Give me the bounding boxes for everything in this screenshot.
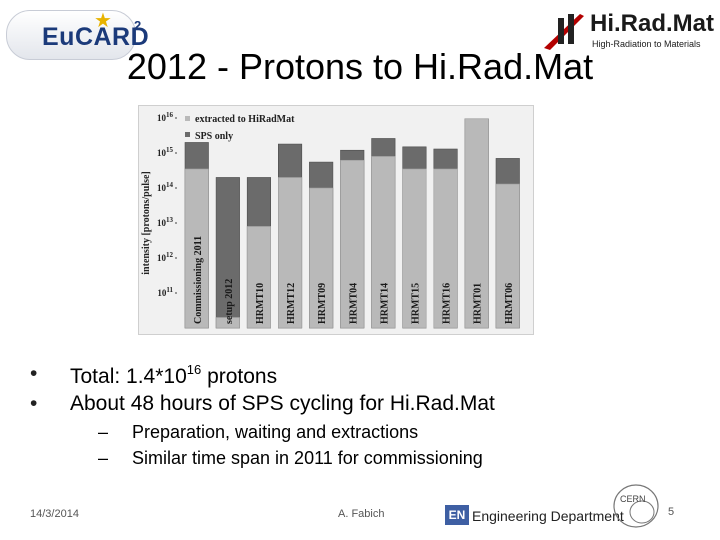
y-tick <box>175 187 177 189</box>
cern-logo: CERN <box>613 484 659 528</box>
y-tick-label: 1012 <box>157 251 174 263</box>
en-badge: EN <box>445 505 469 525</box>
bar-extracted <box>184 168 209 329</box>
y-tick-label: 1015 <box>157 146 174 158</box>
category-label: HRMT01 <box>473 283 484 324</box>
page-number: 5 <box>668 506 675 518</box>
y-tick <box>175 117 177 119</box>
bar-extracted <box>246 226 271 329</box>
category-label: HRMT12 <box>286 283 297 324</box>
bar-extracted <box>495 183 520 329</box>
hiradmat-logo-subtitle: High-Radiation to Materials <box>592 39 701 49</box>
y-axis-label: intensity [protons/pulse] <box>141 171 152 274</box>
hiradmat-logo: Hi.Rad.Mat High-Radiation to Materials <box>540 8 716 56</box>
category-label: HRMT16 <box>442 283 453 324</box>
y-tick-label: 1011 <box>157 286 173 298</box>
eucard-logo-sup: 2 <box>134 18 142 33</box>
y-tick-label: 1014 <box>157 181 174 193</box>
intensity-bar-chart: intensity [protons/pulse] 1011 1012 1013 101… <box>141 111 520 329</box>
bar-extracted <box>433 168 458 329</box>
y-tick-label: 1016 <box>157 111 174 123</box>
y-tick <box>175 152 177 154</box>
total-exponent: 16 <box>186 362 202 377</box>
eucard-logo-badge <box>6 10 136 60</box>
category-label: setup 2012 <box>224 279 235 324</box>
legend-swatch-extracted <box>185 116 190 121</box>
bar-extracted <box>278 177 303 329</box>
bar-extracted <box>371 156 396 329</box>
eucard-logo-text: EuCARD <box>42 23 150 51</box>
category-label: HRMT14 <box>379 283 390 324</box>
cern-logo-text: CERN <box>620 494 646 504</box>
y-tick <box>175 292 177 294</box>
sub-bullet-text: Preparation, waiting and extractions <box>132 422 419 442</box>
hours-text: About 48 hours of SPS cycling for Hi.Rad… <box>70 392 495 415</box>
total-prefix: Total: 1.4*10 <box>70 365 187 388</box>
category-label: Commissioning 2011 <box>193 236 204 324</box>
footer-date: 14/3/2014 <box>30 508 79 520</box>
legend-label-extracted: extracted to HiRadMat <box>195 114 295 125</box>
y-tick-label: 1013 <box>157 216 174 228</box>
bar-extracted <box>215 317 240 329</box>
hiradmat-logo-title: Hi.Rad.Mat <box>590 10 715 37</box>
y-tick <box>175 222 177 224</box>
bar-extracted <box>464 118 489 329</box>
legend-swatch-sps-only <box>185 132 190 137</box>
bar-extracted <box>340 159 365 329</box>
chart-frame: intensity [protons/pulse] 1011 1012 1013 101… <box>138 105 534 335</box>
bullet-dot-icon: • <box>30 362 38 385</box>
footer-author: A. Fabich <box>338 508 385 520</box>
y-tick <box>175 257 177 259</box>
bullet-dot-icon: • <box>30 392 38 415</box>
category-label: HRMT09 <box>317 283 328 324</box>
dash-icon: – <box>98 422 109 442</box>
bar-extracted <box>309 187 334 329</box>
category-label: HRMT06 <box>504 283 515 324</box>
eucard-logo: ★ EuCARD 2 <box>6 6 150 64</box>
bar-extracted <box>402 168 427 329</box>
slide-title: 2012 - Protons to Hi.Rad.Mat <box>126 46 594 87</box>
sub-bullet-text: Similar time span in 2011 for commission… <box>132 448 483 468</box>
category-label: HRMT10 <box>255 283 266 324</box>
category-label: HRMT15 <box>410 283 421 324</box>
star-icon: ★ <box>94 10 112 32</box>
legend-label-sps-only: SPS only <box>195 131 233 142</box>
hiradmat-emblem-icon <box>544 14 584 50</box>
department-name: Engineering Department <box>472 508 624 524</box>
dash-icon: – <box>98 448 109 468</box>
category-label: HRMT04 <box>348 283 359 324</box>
total-suffix: protons <box>201 365 278 388</box>
